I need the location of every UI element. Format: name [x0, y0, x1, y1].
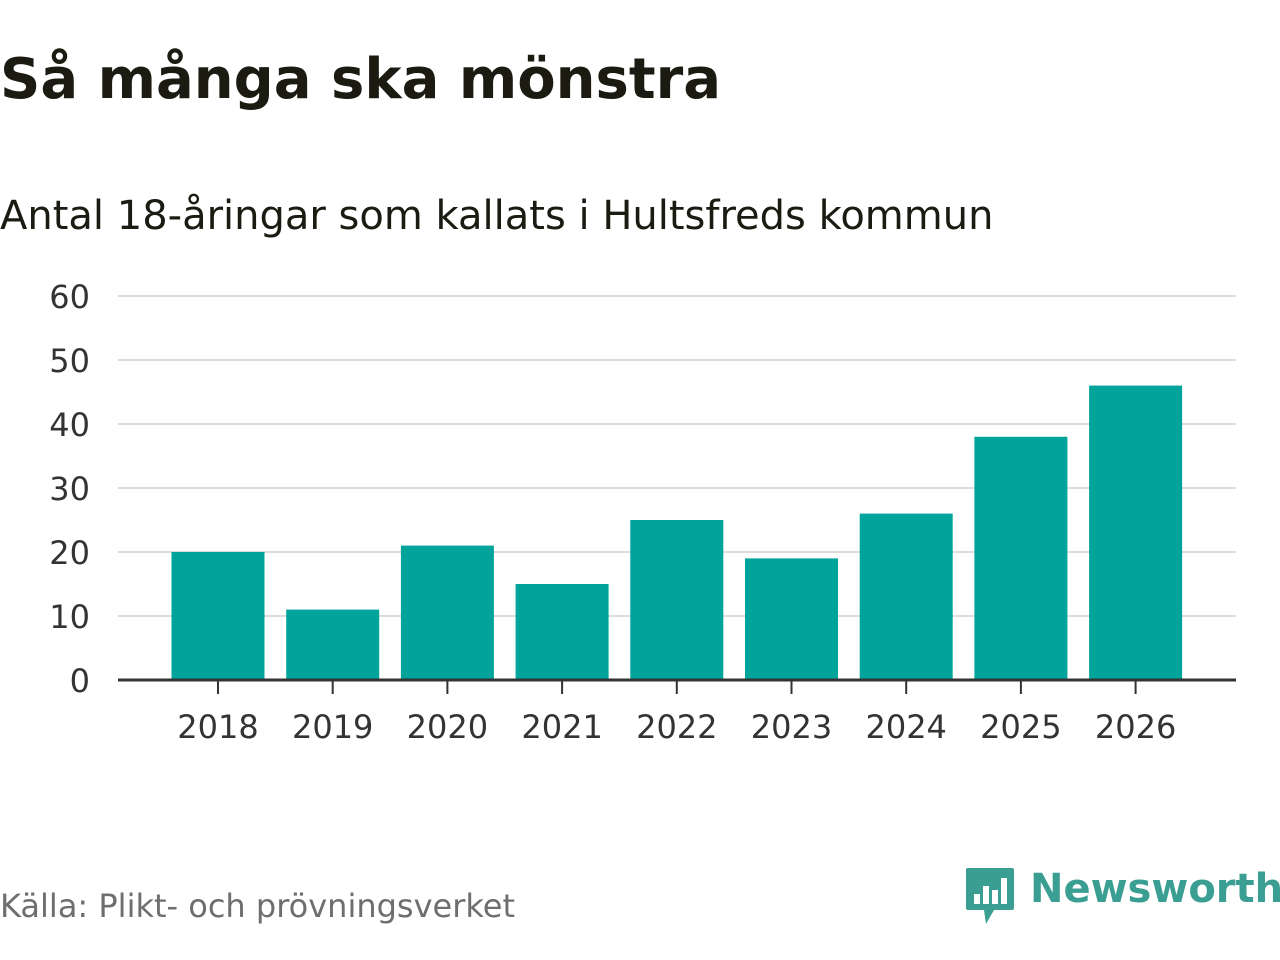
bar-2019	[286, 609, 380, 680]
newsworthy-logo-icon	[966, 868, 1014, 924]
y-tick-label: 50	[49, 342, 90, 380]
x-tick-label: 2023	[751, 708, 832, 746]
x-tick-label: 2022	[636, 708, 717, 746]
y-axis-tick-labels: 0 10 20 30 40 50 60	[49, 278, 90, 700]
y-tick-label: 20	[49, 534, 90, 572]
source-note: Källa: Plikt- och prövningsverket	[0, 887, 515, 925]
bar-2018	[171, 552, 265, 680]
brand-logo: Newsworthy	[964, 866, 1280, 926]
chart-subtitle: Antal 18-åringar som kallats i Hultsfred…	[0, 193, 994, 239]
bar-2025	[974, 436, 1068, 680]
bar-2021	[515, 584, 609, 680]
x-tick-label: 2025	[980, 708, 1061, 746]
y-tick-label: 0	[70, 662, 90, 700]
x-tick-label: 2021	[521, 708, 602, 746]
bar-2023	[745, 558, 838, 680]
bar-2024	[859, 513, 953, 680]
brand-name: Newsworthy	[1030, 866, 1280, 912]
x-tick-label: 2018	[177, 708, 258, 746]
x-tick-label: 2026	[1095, 708, 1176, 746]
y-tick-label: 60	[49, 278, 90, 316]
x-axis-ticks: 2018 2019 2020 2021 2022 2023 2024 2025 2026	[177, 680, 1176, 746]
bar-2026	[1089, 385, 1183, 680]
x-tick-label: 2020	[407, 708, 488, 746]
bar-2020	[400, 545, 494, 680]
y-tick-label: 40	[49, 406, 90, 444]
y-tick-label: 10	[49, 598, 90, 636]
x-tick-label: 2019	[292, 708, 373, 746]
bars	[171, 385, 1183, 680]
chart-title: Så många ska mönstra	[0, 47, 722, 112]
y-tick-label: 30	[49, 470, 90, 508]
bar-2022	[630, 520, 724, 680]
x-tick-label: 2024	[865, 708, 946, 746]
